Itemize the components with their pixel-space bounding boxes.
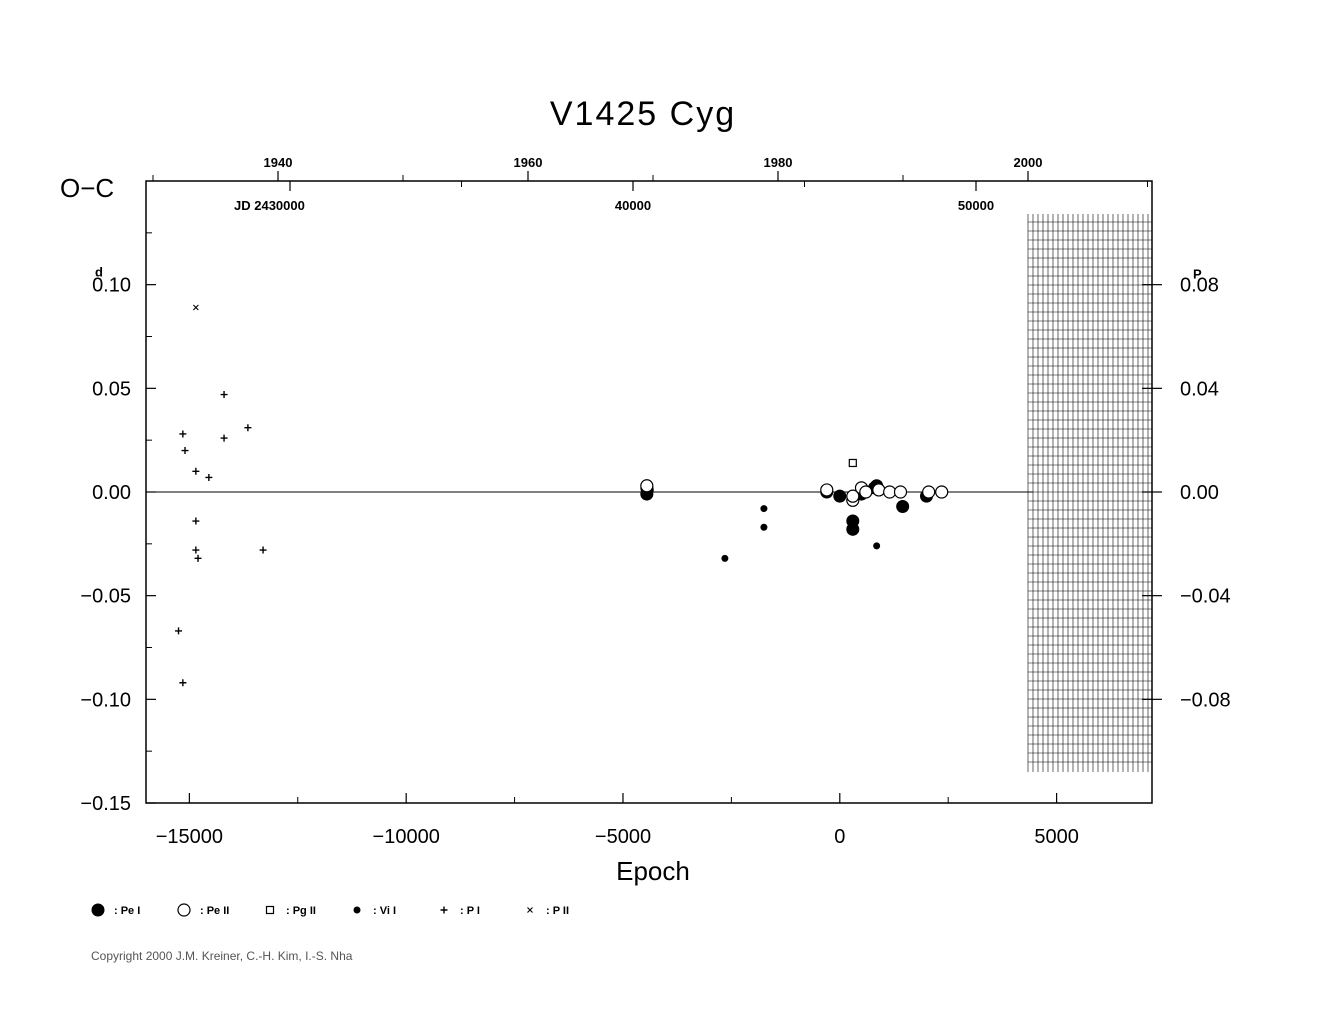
legend-marker — [440, 906, 448, 914]
y-tick-label: −0.05 — [80, 586, 131, 608]
data-point — [192, 546, 200, 554]
legend-marker — [353, 906, 361, 914]
year-tick-label: 1960 — [514, 155, 543, 170]
legend-marker — [265, 905, 275, 915]
jd-tick-label: 40000 — [615, 198, 651, 213]
data-point — [883, 485, 897, 499]
right-tick-label: −0.08 — [1180, 689, 1231, 711]
data-point — [873, 542, 881, 550]
data-point — [181, 447, 189, 455]
right-tick-label: 0.00 — [1180, 482, 1219, 504]
y-tick-label: 0.10 — [92, 275, 131, 297]
x-tick-label: −5000 — [595, 826, 651, 848]
data-point — [846, 489, 860, 503]
chart-title: V1425 Cyg — [550, 95, 736, 133]
y-axis-label: O−C — [60, 173, 114, 203]
y-tick-label: 0.05 — [92, 378, 131, 400]
year-tick-label: 2000 — [1014, 155, 1043, 170]
data-point — [194, 554, 202, 562]
jd-tick-label: 50000 — [958, 198, 994, 213]
year-tick-label: 1940 — [264, 155, 293, 170]
y-unit-superscript: d — [95, 265, 103, 280]
x-axis-label: Epoch — [616, 856, 690, 886]
data-point — [935, 485, 949, 499]
legend-label: : Pe II — [200, 905, 229, 917]
right-unit-superscript: P — [1193, 267, 1202, 282]
data-point — [244, 424, 252, 432]
copyright-text: Copyright 2000 J.M. Kreiner, C.-H. Kim, … — [91, 949, 353, 963]
y-tick-label: −0.15 — [80, 793, 131, 815]
x-tick-label: −15000 — [156, 826, 223, 848]
x-tick-label: −10000 — [373, 826, 440, 848]
right-tick-label: 0.08 — [1180, 275, 1219, 297]
data-point — [760, 523, 768, 531]
year-tick-label: 1980 — [764, 155, 793, 170]
data-point — [192, 467, 200, 475]
legend-label: : Vi I — [373, 905, 396, 917]
legend-marker — [177, 903, 191, 917]
jd-prefix-label: JD 2430000 — [234, 198, 305, 213]
data-point — [848, 458, 857, 468]
right-tick-label: 0.04 — [1180, 378, 1219, 400]
y-tick-label: −0.10 — [80, 689, 131, 711]
data-point — [220, 434, 228, 442]
data-point — [896, 500, 910, 514]
data-point — [192, 517, 200, 525]
data-point — [833, 489, 847, 503]
data-point — [846, 522, 860, 536]
data-point — [175, 627, 183, 635]
legend-label: : Pe I — [114, 905, 140, 917]
data-point — [220, 391, 228, 399]
data-point — [205, 473, 213, 481]
data-point — [179, 679, 187, 687]
data-point — [893, 485, 908, 499]
x-tick-label: 5000 — [1034, 826, 1079, 848]
data-point — [820, 483, 834, 497]
legend-marker — [527, 907, 533, 913]
data-point — [192, 304, 199, 311]
data-point — [922, 485, 936, 499]
legend-label: : Pg II — [286, 905, 316, 917]
right-tick-label: −0.04 — [1180, 586, 1231, 608]
legend-marker — [91, 903, 105, 917]
data-point — [872, 483, 886, 497]
data-point — [760, 505, 768, 513]
x-tick-label: 0 — [834, 826, 845, 848]
data-point — [179, 430, 187, 438]
legend-label: : P II — [546, 905, 569, 917]
data-point — [640, 479, 654, 493]
future-epoch-hatch — [1027, 214, 1152, 772]
y-tick-label: 0.00 — [92, 482, 131, 504]
data-point — [859, 485, 873, 499]
data-point — [721, 554, 729, 562]
data-point — [259, 546, 267, 554]
legend-label: : P I — [460, 905, 480, 917]
